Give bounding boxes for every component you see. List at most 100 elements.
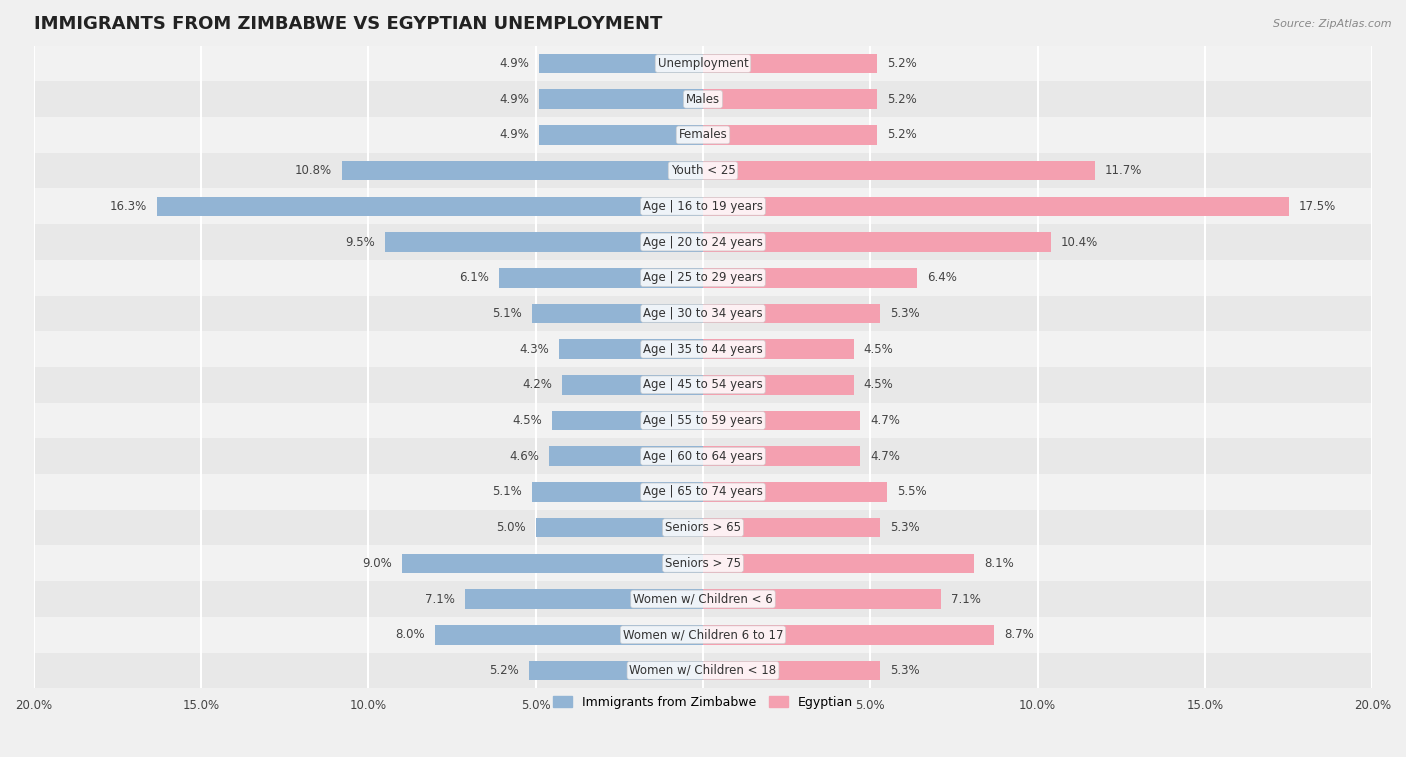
Bar — [529, 661, 703, 681]
Bar — [703, 482, 887, 502]
Text: 4.9%: 4.9% — [499, 129, 529, 142]
Bar — [34, 509, 1372, 546]
Bar — [536, 518, 703, 537]
Text: Seniors > 75: Seniors > 75 — [665, 557, 741, 570]
Bar — [342, 160, 703, 180]
Bar — [34, 546, 1372, 581]
Text: 4.5%: 4.5% — [863, 378, 893, 391]
Text: 7.1%: 7.1% — [950, 593, 980, 606]
Bar — [560, 339, 703, 359]
Bar — [703, 232, 1052, 252]
Bar — [703, 661, 880, 681]
Bar — [157, 197, 703, 217]
Text: 17.5%: 17.5% — [1299, 200, 1336, 213]
Text: Youth < 25: Youth < 25 — [671, 164, 735, 177]
Bar — [34, 45, 1372, 81]
Text: 4.5%: 4.5% — [863, 343, 893, 356]
Text: 8.1%: 8.1% — [984, 557, 1014, 570]
Text: Age | 55 to 59 years: Age | 55 to 59 years — [643, 414, 763, 427]
Text: 5.3%: 5.3% — [890, 664, 920, 677]
Text: 10.8%: 10.8% — [294, 164, 332, 177]
Bar — [703, 411, 860, 431]
Bar — [703, 375, 853, 394]
Text: 4.5%: 4.5% — [513, 414, 543, 427]
Text: Age | 35 to 44 years: Age | 35 to 44 years — [643, 343, 763, 356]
Text: Age | 45 to 54 years: Age | 45 to 54 years — [643, 378, 763, 391]
Bar — [34, 260, 1372, 295]
Text: 5.2%: 5.2% — [887, 92, 917, 106]
Text: 8.0%: 8.0% — [395, 628, 425, 641]
Bar — [34, 653, 1372, 688]
Text: 4.7%: 4.7% — [870, 450, 900, 463]
Bar — [538, 89, 703, 109]
Text: Women w/ Children < 18: Women w/ Children < 18 — [630, 664, 776, 677]
Text: 6.4%: 6.4% — [928, 271, 957, 284]
Text: Age | 20 to 24 years: Age | 20 to 24 years — [643, 235, 763, 248]
Text: 5.2%: 5.2% — [887, 57, 917, 70]
Bar — [533, 304, 703, 323]
Bar — [703, 304, 880, 323]
Bar — [703, 625, 994, 644]
Bar — [703, 268, 917, 288]
Text: 5.3%: 5.3% — [890, 307, 920, 320]
Text: 9.5%: 9.5% — [346, 235, 375, 248]
Text: Age | 25 to 29 years: Age | 25 to 29 years — [643, 271, 763, 284]
Bar — [703, 125, 877, 145]
Bar — [499, 268, 703, 288]
Bar — [703, 518, 880, 537]
Bar — [533, 482, 703, 502]
Bar — [34, 403, 1372, 438]
Bar — [703, 89, 877, 109]
Bar — [34, 581, 1372, 617]
Text: Women w/ Children < 6: Women w/ Children < 6 — [633, 593, 773, 606]
Bar — [703, 54, 877, 73]
Text: 5.1%: 5.1% — [492, 307, 522, 320]
Bar — [34, 367, 1372, 403]
Text: Age | 65 to 74 years: Age | 65 to 74 years — [643, 485, 763, 498]
Bar — [402, 553, 703, 573]
Text: 5.1%: 5.1% — [492, 485, 522, 498]
Text: 4.2%: 4.2% — [523, 378, 553, 391]
Bar — [34, 81, 1372, 117]
Bar — [703, 553, 974, 573]
Bar — [34, 188, 1372, 224]
Text: 7.1%: 7.1% — [426, 593, 456, 606]
Text: Unemployment: Unemployment — [658, 57, 748, 70]
Bar — [34, 438, 1372, 474]
Bar — [436, 625, 703, 644]
Text: Age | 30 to 34 years: Age | 30 to 34 years — [643, 307, 763, 320]
Text: 6.1%: 6.1% — [458, 271, 489, 284]
Text: 10.4%: 10.4% — [1062, 235, 1098, 248]
Text: 5.5%: 5.5% — [897, 485, 927, 498]
Bar — [34, 117, 1372, 153]
Bar — [538, 54, 703, 73]
Text: 4.3%: 4.3% — [519, 343, 548, 356]
Text: 9.0%: 9.0% — [361, 557, 392, 570]
Text: 8.7%: 8.7% — [1004, 628, 1033, 641]
Text: Source: ZipAtlas.com: Source: ZipAtlas.com — [1274, 19, 1392, 29]
Bar — [703, 339, 853, 359]
Bar — [34, 474, 1372, 509]
Text: Age | 16 to 19 years: Age | 16 to 19 years — [643, 200, 763, 213]
Text: Age | 60 to 64 years: Age | 60 to 64 years — [643, 450, 763, 463]
Bar — [703, 589, 941, 609]
Text: 5.3%: 5.3% — [890, 521, 920, 534]
Text: Females: Females — [679, 129, 727, 142]
Bar — [34, 295, 1372, 332]
Text: Males: Males — [686, 92, 720, 106]
Text: 11.7%: 11.7% — [1105, 164, 1142, 177]
Bar — [703, 160, 1095, 180]
Bar — [34, 332, 1372, 367]
Bar — [385, 232, 703, 252]
Bar — [703, 447, 860, 466]
Text: Seniors > 65: Seniors > 65 — [665, 521, 741, 534]
Text: 5.2%: 5.2% — [489, 664, 519, 677]
Text: Women w/ Children 6 to 17: Women w/ Children 6 to 17 — [623, 628, 783, 641]
Text: IMMIGRANTS FROM ZIMBABWE VS EGYPTIAN UNEMPLOYMENT: IMMIGRANTS FROM ZIMBABWE VS EGYPTIAN UNE… — [34, 15, 662, 33]
Bar — [703, 197, 1289, 217]
Bar — [538, 125, 703, 145]
Legend: Immigrants from Zimbabwe, Egyptian: Immigrants from Zimbabwe, Egyptian — [548, 691, 858, 714]
Text: 16.3%: 16.3% — [110, 200, 148, 213]
Text: 4.9%: 4.9% — [499, 92, 529, 106]
Text: 4.7%: 4.7% — [870, 414, 900, 427]
